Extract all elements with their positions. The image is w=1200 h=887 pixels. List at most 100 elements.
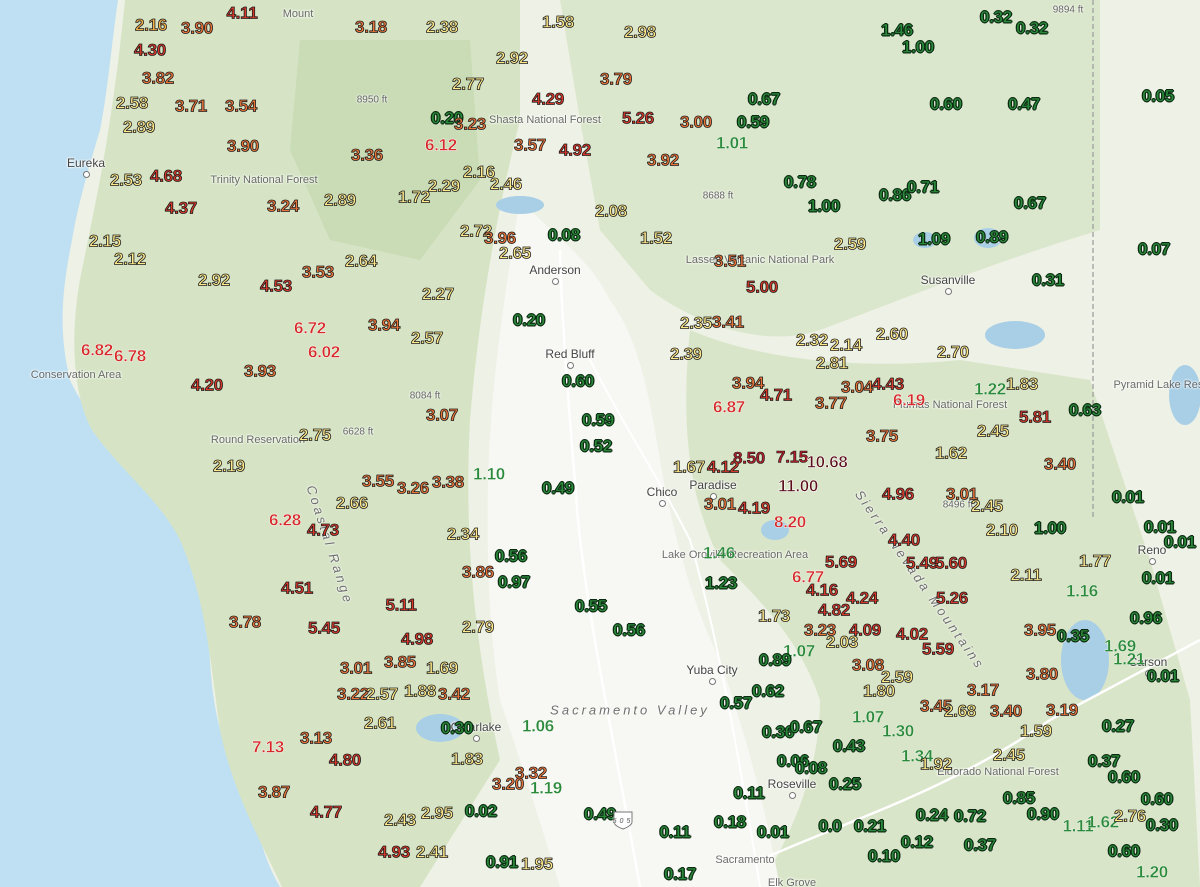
precip-value-label[interactable]: 11.00 [777,476,819,496]
precip-value-label[interactable]: 2.57 [366,684,399,704]
precip-value-label[interactable]: 1.95 [521,854,554,874]
precip-value-label[interactable]: 3.22 [337,684,370,704]
precip-value-label[interactable]: 0.20 [513,310,546,330]
precip-value-label[interactable]: 3.07 [426,405,459,425]
precip-value-label[interactable]: 0.01 [757,822,790,842]
precip-value-label[interactable]: 2.53 [110,170,143,190]
precip-value-label[interactable]: 5.59 [922,639,955,659]
precip-value-label[interactable]: 4.37 [165,198,198,218]
precip-value-label[interactable]: 2.10 [986,520,1019,540]
precip-value-label[interactable]: 7.13 [252,737,285,757]
precip-value-label[interactable]: 1.77 [1079,551,1112,571]
precip-value-label[interactable]: 3.42 [438,684,471,704]
precip-value-label[interactable]: 0.71 [907,177,940,197]
precip-value-label[interactable]: 0.18 [714,812,747,832]
precip-value-label[interactable]: 0.02 [465,801,498,821]
precip-value-label[interactable]: 0.32 [1016,18,1049,38]
precip-value-label[interactable]: 0.08 [548,225,581,245]
precip-value-label[interactable]: 2.59 [881,667,914,687]
precip-value-label[interactable]: 7.15 [776,447,809,467]
precip-value-label[interactable]: 5.45 [308,618,341,638]
precip-value-label[interactable]: 2.46 [490,174,523,194]
precip-value-label[interactable]: 0.56 [613,620,646,640]
precip-value-label[interactable]: 5.69 [825,552,858,572]
precip-value-label[interactable]: 3.71 [175,96,208,116]
precip-value-label[interactable]: 0.86 [879,185,912,205]
precip-value-label[interactable]: 0.67 [790,717,823,737]
precip-value-label[interactable]: 3.96 [484,228,517,248]
precip-value-label[interactable]: 1.22 [974,379,1006,399]
precip-value-label[interactable]: 1.69 [1104,636,1136,656]
precip-value-label[interactable]: 1.58 [542,12,575,32]
precip-value-label[interactable]: 1.73 [758,606,791,626]
precip-value-label[interactable]: 0.90 [1027,804,1060,824]
precip-value-label[interactable]: 0.43 [833,736,866,756]
precip-value-label[interactable]: 1.00 [808,196,841,216]
precip-value-label[interactable]: 1.69 [426,658,459,678]
precip-value-label[interactable]: 3.75 [866,426,899,446]
precip-value-label[interactable]: 0.67 [1014,193,1047,213]
precip-value-label[interactable]: 0.89 [759,650,792,670]
precip-value-label[interactable]: 1.83 [451,749,484,769]
precip-value-label[interactable]: 3.01 [704,494,737,514]
precip-value-label[interactable]: 2.16 [135,15,168,35]
precip-value-label[interactable]: 4.02 [896,624,929,644]
precip-value-label[interactable]: 0.60 [1108,841,1141,861]
precip-value-label[interactable]: 3.04 [841,377,874,397]
precip-value-label[interactable]: 3.18 [355,17,388,37]
precip-value-label[interactable]: 1.00 [902,37,935,57]
precip-value-label[interactable]: 1.07 [783,641,815,661]
place-label[interactable]: Carson [1128,655,1168,669]
precip-value-label[interactable]: 3.00 [680,112,713,132]
precip-value-label[interactable]: 2.64 [345,251,378,271]
precip-value-label[interactable]: 4.11 [226,3,258,23]
precip-value-label[interactable]: 0.67 [748,89,781,109]
precip-value-label[interactable]: 0.30 [441,718,474,738]
precip-value-label[interactable]: 6.82 [81,340,114,360]
precip-value-label[interactable]: 0.32 [980,7,1013,27]
precip-value-label[interactable]: 6.19 [893,390,926,410]
place-label[interactable]: Roseville [767,777,817,791]
precip-value-label[interactable]: 2.35 [680,313,713,333]
precip-value-label[interactable]: 4.96 [882,484,915,504]
precip-value-label[interactable]: 4.71 [760,385,793,405]
precip-value-label[interactable]: 0.47 [1008,94,1041,114]
precip-value-label[interactable]: 2.16 [463,162,496,182]
precip-value-label[interactable]: 1.46 [703,543,735,563]
precip-value-label[interactable]: 8.50 [733,448,766,468]
precip-value-label[interactable]: 4.68 [150,166,183,186]
precip-value-label[interactable]: 0.60 [1141,789,1174,809]
precip-value-label[interactable]: 0.06 [777,751,810,771]
precip-value-label[interactable]: 3.51 [714,251,747,271]
precip-value-label[interactable]: 10.68 [806,452,848,472]
precip-value-label[interactable]: 3.41 [712,312,745,332]
precip-value-label[interactable]: 5.26 [622,108,655,128]
precip-value-label[interactable]: 3.32 [515,763,548,783]
precip-value-label[interactable]: 3.45 [920,696,953,716]
precip-value-label[interactable]: 4.16 [806,580,839,600]
precip-value-label[interactable]: 4.43 [872,374,905,394]
precip-value-label[interactable]: 2.59 [834,234,867,254]
precip-value-label[interactable]: 6.78 [114,346,147,366]
precip-value-label[interactable]: 0.97 [498,572,531,592]
precip-value-label[interactable]: 3.94 [368,315,401,335]
precip-value-label[interactable]: 0.27 [1102,716,1135,736]
precip-value-label[interactable]: 0.12 [901,832,934,852]
precip-value-label[interactable]: 1.00 [1034,518,1067,538]
precip-value-label[interactable]: 0.85 [1003,788,1036,808]
precip-value-label[interactable]: 5.26 [936,588,969,608]
precip-value-label[interactable]: 3.90 [227,136,260,156]
precip-value-label[interactable]: 3.19 [1046,700,1079,720]
precip-value-label[interactable]: 3.08 [852,655,885,675]
precip-value-label[interactable]: 4.20 [191,375,224,395]
precip-value-label[interactable]: 1.20 [1136,862,1168,882]
precip-value-label[interactable]: 6.87 [713,397,746,417]
precip-value-label[interactable]: 2.81 [816,353,849,373]
precip-value-label[interactable]: 0.37 [964,835,997,855]
precip-value-label[interactable]: 4.82 [818,600,851,620]
precip-value-label[interactable]: 3.79 [600,69,633,89]
place-label[interactable]: Yuba City [686,663,738,677]
precip-value-label[interactable]: 4.80 [329,750,362,770]
precip-value-label[interactable]: 0.24 [916,805,949,825]
